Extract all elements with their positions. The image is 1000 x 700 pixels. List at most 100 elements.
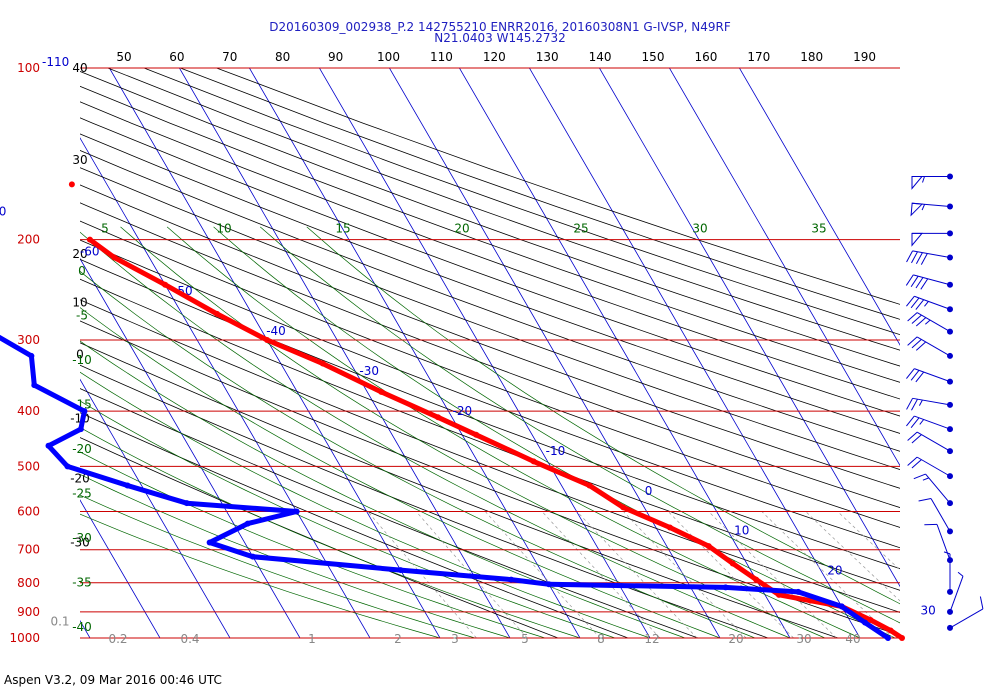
moist-adiabat	[120, 226, 826, 638]
isotherm-label: -20	[453, 404, 473, 418]
theta-label: 130	[536, 50, 559, 64]
moist-adiabat	[259, 226, 900, 624]
mixing-ratio-label: 3	[451, 632, 459, 646]
moist-label: 0	[78, 264, 86, 278]
theta-label: 140	[589, 50, 612, 64]
height-label: 20	[72, 247, 87, 261]
dry-adiabat	[80, 220, 900, 528]
mixing-ratio-label: 40	[845, 632, 860, 646]
isotherm-label: 0	[645, 484, 653, 498]
mixing-ratio-label: 5	[521, 632, 529, 646]
isotherm-label: 30	[920, 604, 935, 618]
mixing-ratio-label: 12	[644, 632, 659, 646]
moist-adiabat	[80, 307, 721, 638]
theta-label: 90	[328, 50, 343, 64]
isotherm-line	[80, 378, 231, 638]
dry-adiabat	[80, 184, 900, 489]
isotherm-line	[528, 68, 861, 638]
temperature-point	[264, 336, 271, 343]
dry-adiabat	[80, 70, 900, 367]
theta-e-label: 10	[216, 222, 231, 236]
dewpoint-point	[206, 539, 213, 546]
dry-adiabat	[80, 117, 900, 417]
wind-barb	[906, 368, 953, 385]
dewpoint-point	[183, 500, 190, 507]
mixing-ratio-label: 0.4	[180, 632, 199, 646]
dry-adiabat	[80, 278, 900, 591]
isotherm-line	[668, 68, 900, 467]
theta-e-label: 15	[335, 222, 350, 236]
theta-label: 160	[694, 50, 717, 64]
temperature-point	[586, 482, 593, 489]
temperature-point	[86, 236, 93, 243]
moist-adiabat	[80, 513, 442, 638]
theta-e-label: 20	[454, 222, 469, 236]
temperature-point	[666, 524, 673, 531]
chart-title-line-1: D20160309_002938_P.2 142755210 ENRR2016,…	[269, 20, 731, 34]
moist-adiabat	[80, 371, 652, 638]
height-label: 40	[72, 61, 87, 75]
wind-barb	[907, 456, 953, 480]
pressure-label-300: 300	[17, 333, 40, 347]
mixing-ratio-label: 8	[597, 632, 605, 646]
dry-adiabat	[80, 299, 900, 613]
wind-barb	[911, 230, 953, 247]
plot-area	[80, 68, 900, 638]
dewpoint-trace	[0, 334, 891, 641]
theta-label: 120	[483, 50, 506, 64]
dewpoint-point	[64, 463, 71, 470]
temperature-point	[111, 254, 118, 261]
dry-adiabat	[80, 364, 770, 638]
theta-e-label: 35	[811, 222, 826, 236]
height-label: -30	[70, 536, 90, 550]
dry-adiabat	[180, 68, 900, 320]
moist-label: -20	[72, 442, 92, 456]
dewpoint-point	[862, 619, 869, 626]
pressure-label-500: 500	[17, 459, 40, 473]
isotherm-line	[80, 499, 161, 638]
isotherm-line	[598, 68, 900, 588]
isotherm-label: 10	[734, 524, 749, 538]
isotherm-line	[108, 68, 441, 638]
moist-adiabat	[80, 340, 687, 638]
wind-barb	[918, 497, 953, 535]
mixing-ratio-line	[576, 511, 698, 638]
isotherm-label: -40	[266, 324, 286, 338]
moist-adiabat	[80, 400, 617, 638]
moist-adiabat	[166, 226, 861, 638]
dry-adiabat	[80, 133, 900, 434]
moist-label: -40	[72, 620, 92, 634]
dry-adiabat	[80, 101, 900, 400]
dry-adiabat	[80, 258, 900, 570]
isotherm-label: -70	[0, 204, 6, 218]
dry-adiabat	[80, 342, 840, 638]
isotherm-line	[458, 68, 791, 638]
mixing-ratio-label: 2	[394, 632, 402, 646]
wind-barb	[906, 415, 953, 433]
theta-e-label: 30	[692, 222, 707, 236]
moist-adiabat	[80, 231, 791, 638]
dewpoint-point	[28, 352, 35, 359]
temperature-point	[434, 414, 441, 421]
dewpoint-point	[397, 567, 404, 574]
dewpoint-point	[885, 635, 891, 641]
wind-barb	[906, 295, 953, 313]
moist-label: -10	[72, 353, 92, 367]
dry-adiabat	[80, 167, 900, 470]
temperature-point	[162, 281, 169, 288]
moist-adiabat	[80, 451, 547, 638]
dewpoint-point	[249, 553, 256, 560]
temperature-point	[867, 617, 874, 624]
height-label: 30	[72, 153, 87, 167]
wind-barb	[906, 397, 953, 411]
wind-barb	[910, 202, 953, 217]
wind-barb	[913, 473, 953, 507]
wind-barb	[907, 431, 953, 455]
theta-label: 80	[275, 50, 290, 64]
pressure-label-1000: 1000	[9, 631, 40, 645]
dry-adiabat	[80, 85, 900, 383]
top-isotherm-label: -110	[42, 55, 69, 69]
height-label: 0	[76, 347, 84, 361]
chart-title-line-2: N21.0403 W145.2732	[434, 31, 566, 45]
temperature-point	[729, 560, 736, 567]
